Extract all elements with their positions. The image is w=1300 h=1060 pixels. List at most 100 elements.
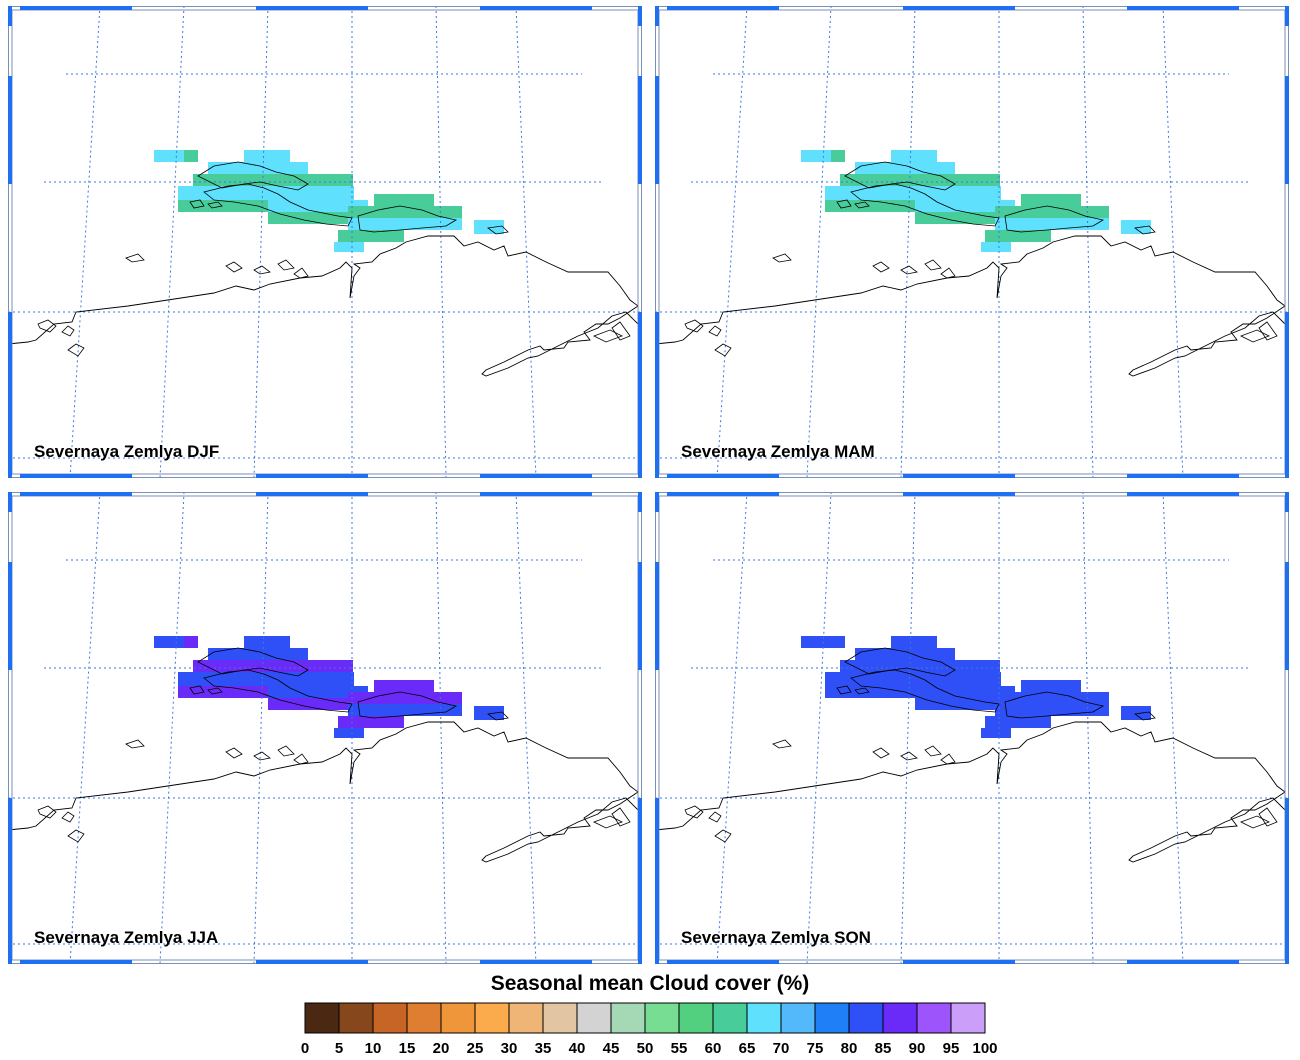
colorbar-tick-label: 35: [535, 1040, 552, 1057]
coastline-island: [486, 711, 509, 721]
frame-tick: [1127, 474, 1239, 478]
colorbar-title: Seasonal mean Cloud cover (%): [490, 972, 810, 995]
colorbar-segment: [678, 1002, 714, 1034]
coastline-island: [293, 267, 309, 279]
colorbar-tick-label: 65: [739, 1040, 756, 1057]
meridian-line: [1162, 5, 1184, 479]
colorbar-segment: [916, 1002, 952, 1034]
coastline: [7, 647, 641, 863]
frame-ticks: [655, 6, 1289, 478]
cloud-cell: [348, 704, 462, 716]
frame-tick: [638, 312, 642, 478]
meridian-line: [716, 5, 748, 479]
coastline-mainland: [654, 235, 1288, 377]
frame-tick: [8, 492, 12, 512]
meridian-line: [806, 5, 832, 479]
coastline-island: [836, 199, 852, 209]
frame-tick: [1285, 798, 1289, 964]
colorbar-tick-label: 40: [569, 1040, 586, 1057]
coastline-island: [684, 805, 704, 819]
frame-tick: [667, 492, 779, 496]
frame-tick: [638, 492, 642, 512]
cloud-cell: [840, 660, 1000, 672]
frame-tick: [655, 6, 659, 26]
colorbar-segment: [882, 1002, 918, 1034]
frame-tick: [667, 960, 779, 964]
coastline-island: [225, 747, 243, 759]
cloud-cell: [178, 686, 268, 698]
cloud-cell: [825, 686, 915, 698]
frame-tick: [638, 6, 642, 26]
colorbar: 0 5 10 15 20 25 30 35 40 45 50 55 60 65 70 75 80 85 90 95 10…: [301, 1002, 998, 1057]
colorbar-tick-label: 70: [773, 1040, 790, 1057]
meridian-line: [435, 491, 447, 965]
cloud-cell: [208, 162, 308, 174]
coastline-island: [708, 811, 722, 823]
cloud-cell: [855, 648, 955, 660]
coastline-island: [225, 261, 243, 273]
coastline-island: [357, 205, 458, 233]
colorbar-segment: [406, 1002, 442, 1034]
coastline-island: [872, 747, 890, 759]
map-panel-djf: Severnaya Zemlya DJF: [7, 5, 642, 479]
frame-tick: [655, 492, 659, 512]
coastline-island: [189, 199, 205, 209]
cloud-cover-cells: [154, 150, 504, 252]
cloud-cell: [334, 728, 364, 738]
coastline-island: [714, 829, 732, 843]
colorbar-tick-label: 0: [301, 1040, 309, 1057]
coastline-island: [940, 267, 956, 279]
panel-background: [655, 492, 1289, 964]
coastline-island: [253, 751, 271, 761]
cloud-cell: [178, 200, 268, 212]
coastline-island: [1133, 225, 1156, 235]
colorbar-tick-label: 55: [671, 1040, 688, 1057]
cloud-cell: [338, 716, 404, 728]
coastline-island: [900, 751, 918, 761]
colorbar-segment: [780, 1002, 816, 1034]
frame-tick: [655, 312, 659, 478]
colorbar-tick-label: 75: [807, 1040, 824, 1057]
cloud-cell: [801, 636, 831, 648]
frame-tick: [480, 6, 592, 10]
frame-tick: [1285, 76, 1289, 184]
frame-tick: [655, 76, 659, 184]
colorbar-segment: [338, 1002, 374, 1034]
coastline-island: [37, 319, 57, 333]
coastline-island: [1258, 807, 1278, 827]
colorbar-segment: [372, 1002, 408, 1034]
colorbar-segment: [576, 1002, 612, 1034]
cloud-cell: [891, 636, 937, 648]
frame-tick: [256, 960, 368, 964]
coastline-island: [61, 811, 75, 823]
colorbar-tick-label: 95: [943, 1040, 960, 1057]
colorbar-segment: [542, 1002, 578, 1034]
coastline-island: [854, 201, 870, 209]
frame-tick: [903, 474, 1015, 478]
meridian-line: [159, 5, 185, 479]
cloud-cell: [244, 150, 290, 162]
coastline-island: [854, 687, 870, 695]
frame-tick: [8, 312, 12, 478]
coastline-island: [61, 325, 75, 337]
coastline: [654, 161, 1288, 377]
cloud-cell: [374, 194, 434, 206]
frame-tick: [1127, 6, 1239, 10]
panel-label: Severnaya Zemlya MAM: [681, 442, 875, 461]
frame-tick: [20, 6, 132, 10]
colorbar-tick-label: 85: [875, 1040, 892, 1057]
map-panel-jja: Severnaya Zemlya JJA: [7, 491, 642, 965]
cloud-cell: [831, 150, 845, 162]
frame-tick: [1285, 6, 1289, 26]
colorbar-tick-label: 5: [335, 1040, 343, 1057]
cloud-cell: [348, 206, 462, 218]
panel-label: Severnaya Zemlya DJF: [34, 442, 219, 461]
frame-tick: [1127, 960, 1239, 964]
frame-tick: [8, 76, 12, 184]
meridian-line: [159, 491, 185, 965]
cloud-cell: [1021, 680, 1081, 692]
frame-tick: [1285, 562, 1289, 670]
cloud-cell: [981, 728, 1011, 738]
cloud-cell: [374, 680, 434, 692]
cloud-cell: [348, 218, 462, 230]
